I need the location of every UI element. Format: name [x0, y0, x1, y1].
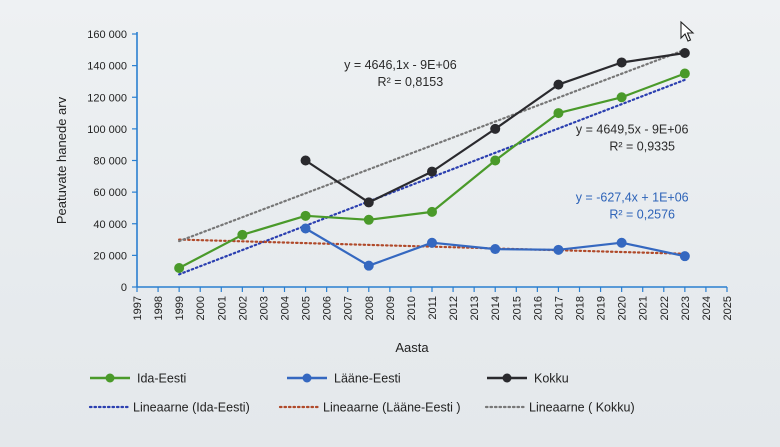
legend-label: Kokku	[534, 372, 569, 386]
data-point	[300, 223, 311, 234]
x-tick-label: 2004	[280, 296, 292, 320]
x-tick-label: 2007	[343, 296, 355, 320]
x-tick-label: 2009	[385, 296, 397, 320]
legend-marker	[105, 373, 115, 383]
x-tick-label: 2021	[638, 296, 650, 320]
trendline	[178, 78, 686, 276]
y-axis-title: Peatuvate hanede arv	[54, 96, 69, 224]
x-tick-label: 2008	[364, 296, 376, 320]
trend-equation-text: y = 4649,5x - 9E+06	[576, 123, 689, 137]
legend-label: Lääne-Eesti	[334, 372, 401, 386]
y-tick-label: 160 000	[87, 29, 127, 41]
x-tick-label: 2024	[701, 296, 713, 320]
legend-label: Lineaarne (Ida-Eesti)	[133, 401, 250, 415]
legend-label: Lineaarne ( Kokku)	[529, 401, 635, 415]
data-point	[363, 214, 374, 225]
x-tick-label: 2005	[301, 296, 313, 320]
x-tick-label: 2012	[448, 296, 460, 320]
trend-equation-text: y = 4646,1x - 9E+06	[344, 58, 457, 72]
x-tick-label: 2018	[575, 296, 587, 320]
trend-equation-text: R² = 0,8153	[378, 75, 444, 89]
series-markers	[174, 47, 690, 274]
data-point	[363, 197, 374, 208]
axes: 0 20 000 40 000 60 000 80 000 100 000 120 000 1…	[54, 29, 734, 355]
x-tick-label: 2023	[680, 296, 692, 320]
data-point	[490, 123, 501, 134]
y-tick-label: 60 000	[93, 187, 127, 199]
data-point	[616, 237, 627, 248]
data-point	[616, 57, 627, 68]
x-tick-label: 2014	[490, 296, 502, 320]
trend-equation-text: y = -627,4x + 1E+06	[576, 191, 689, 205]
y-tick-label: 0	[121, 282, 127, 294]
data-point	[553, 244, 564, 255]
legend-marker	[302, 373, 312, 383]
data-point	[426, 237, 437, 248]
data-point	[490, 155, 501, 166]
mouse-cursor-icon	[680, 20, 695, 42]
data-point	[679, 47, 690, 58]
data-point	[426, 206, 437, 217]
trend-equation-text: R² = 0,9335	[609, 140, 675, 154]
data-point	[300, 155, 311, 166]
x-tick-label: 2003	[258, 296, 270, 320]
y-tick-label: 40 000	[93, 219, 127, 231]
trendline	[178, 48, 686, 243]
x-tick-label: 2020	[617, 296, 629, 320]
data-point	[553, 79, 564, 90]
x-tick-label: 1998	[153, 296, 165, 320]
x-tick-label: 2011	[427, 296, 439, 320]
trend-equation-text: R² = 0,2576	[609, 208, 675, 222]
y-tick-label: 80 000	[93, 156, 127, 168]
x-tick-label: 1997	[132, 296, 144, 320]
data-point	[300, 210, 311, 221]
x-tick-label: 2002	[237, 296, 249, 320]
x-tick-label: 2015	[511, 296, 523, 320]
data-point	[616, 92, 627, 103]
y-tick-label: 120 000	[87, 92, 127, 104]
x-tick-label: 2022	[659, 296, 671, 320]
y-tick-label: 20 000	[93, 250, 127, 262]
data-point	[679, 68, 690, 79]
data-point	[237, 229, 248, 240]
x-tick-label: 1999	[174, 296, 186, 320]
x-axis-title: Aasta	[395, 340, 429, 355]
data-point	[426, 166, 437, 177]
x-tick-label: 2006	[322, 296, 334, 320]
x-tick-label: 2019	[596, 296, 608, 320]
x-tick-label: 2013	[469, 296, 481, 320]
data-point	[363, 260, 374, 271]
data-point	[174, 263, 185, 274]
data-point	[553, 108, 564, 119]
legend-label: Ida-Eesti	[137, 372, 186, 386]
data-point	[490, 244, 501, 255]
x-tick-label: 2010	[406, 296, 418, 320]
x-tick-label: 2025	[722, 296, 734, 320]
x-tick-label: 2000	[195, 296, 207, 320]
data-point	[679, 251, 690, 262]
x-tick-label: 2017	[553, 296, 565, 320]
legend-label: Lineaarne (Lääne-Eesti )	[323, 401, 461, 415]
x-tick-label: 2016	[532, 296, 544, 320]
y-tick-label: 100 000	[87, 124, 127, 136]
trend-equations: y = 4646,1x - 9E+06 R² = 0,8153 y = 4649,5…	[344, 58, 689, 222]
x-tick-label: 2001	[216, 296, 228, 320]
legend-marker	[502, 373, 512, 383]
legend: Ida-Eesti Lääne-Eesti Kokku Lineaarne (Ida-…	[88, 372, 635, 415]
y-tick-label: 140 000	[87, 61, 127, 73]
